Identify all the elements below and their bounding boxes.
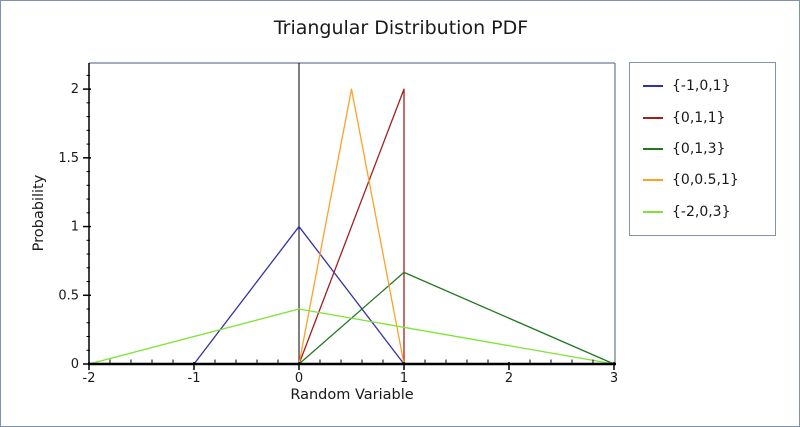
x-axis-label: Random Variable	[290, 387, 414, 403]
legend-item-0: {-1,0,1}	[643, 78, 775, 94]
legend-label-4: {-2,0,3}	[672, 203, 731, 220]
legend-item-2: {0,1,3}	[643, 141, 775, 157]
y-tick-label: 0.5	[58, 288, 79, 303]
legend-swatch-0	[643, 85, 663, 88]
legend-item-1: {0,1,1}	[643, 110, 775, 126]
x-tick-label: 3	[610, 371, 618, 386]
legend-item-3: {0,0.5,1}	[643, 172, 775, 188]
legend-swatch-2	[643, 147, 663, 150]
x-tick-label: 1	[400, 371, 408, 386]
legend-swatch-1	[643, 116, 663, 119]
y-tick-label: 1	[71, 220, 79, 235]
legend-label-0: {-1,0,1}	[672, 78, 731, 95]
x-tick-label: 2	[505, 371, 513, 386]
series-line-3	[298, 88, 405, 365]
y-tick-label: 0	[71, 357, 79, 372]
legend: {-1,0,1} {0,1,1} {0,1,3} {0,0.5,1} {-2,0,3}	[629, 62, 776, 236]
legend-label-1: {0,1,1}	[672, 109, 726, 126]
legend-swatch-3	[643, 179, 663, 182]
y-tick-label: 2	[71, 82, 79, 97]
legend-swatch-4	[643, 210, 663, 213]
x-tick-label: -2	[83, 371, 96, 386]
series-line-0	[193, 225, 405, 365]
chart-title: Triangular Distribution PDF	[273, 17, 529, 39]
y-tick-label: 1.5	[58, 151, 79, 166]
x-tick-label: 0	[295, 371, 303, 386]
legend-label-3: {0,0.5,1}	[672, 172, 739, 189]
series-line-2	[298, 271, 615, 365]
legend-label-2: {0,1,3}	[672, 140, 726, 157]
series-line-1	[298, 88, 405, 365]
y-axis-label: Probability	[31, 174, 47, 252]
series-line-4	[88, 308, 615, 365]
legend-item-4: {-2,0,3}	[643, 204, 775, 220]
x-tick-label: -1	[188, 371, 201, 386]
